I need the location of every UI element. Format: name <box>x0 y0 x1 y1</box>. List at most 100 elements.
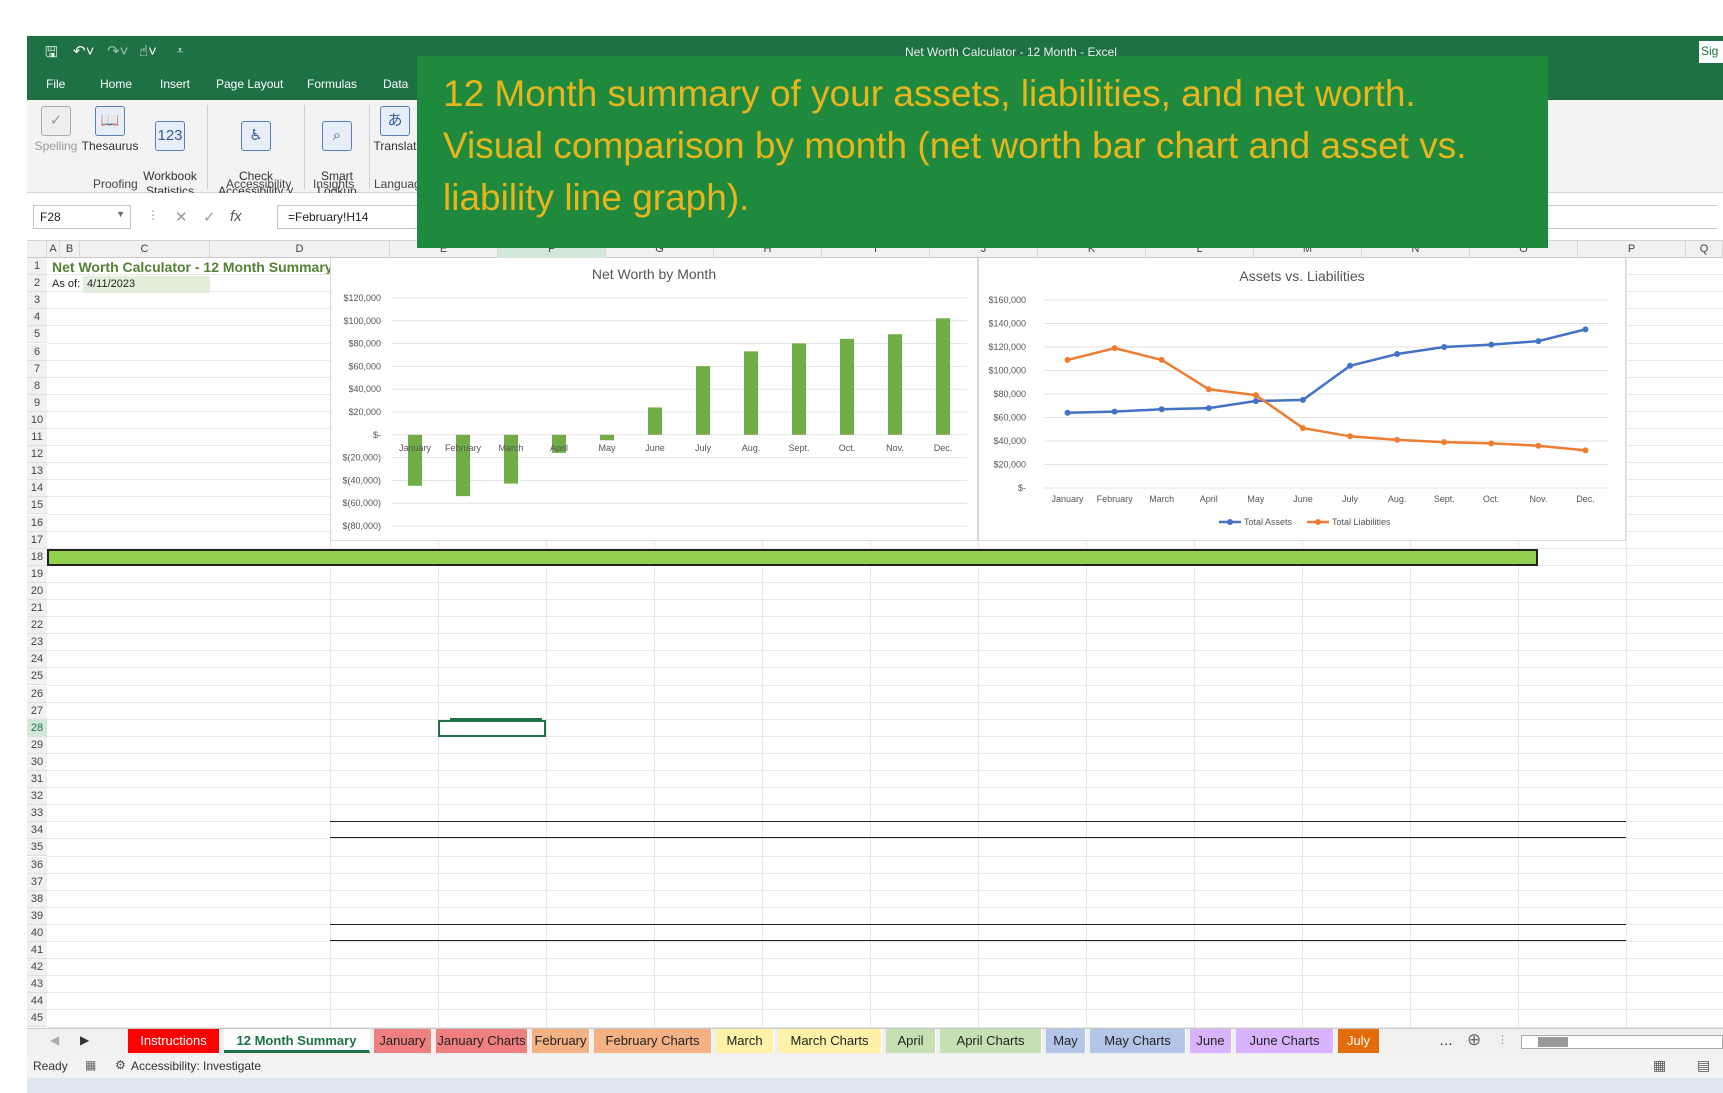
column-header[interactable]: P <box>1578 241 1686 258</box>
column-header[interactable]: E <box>390 241 498 258</box>
sheet-tab[interactable]: Instructions <box>128 1029 220 1053</box>
row-header[interactable]: 13 <box>27 463 47 481</box>
sheet-tab[interactable]: July <box>1338 1029 1380 1053</box>
row-header[interactable]: 23 <box>27 634 47 652</box>
row-header[interactable]: 15 <box>27 497 47 515</box>
scrollbar-thumb[interactable] <box>1538 1037 1568 1047</box>
row-header[interactable]: 34 <box>27 822 47 840</box>
column-header[interactable]: G <box>606 241 714 258</box>
row-header[interactable]: 36 <box>27 856 47 874</box>
insert-function-icon[interactable]: fx <box>230 208 242 225</box>
row-header[interactable]: 10 <box>27 411 47 429</box>
sheet-tab[interactable]: April Charts <box>940 1029 1042 1053</box>
column-header[interactable]: J <box>930 241 1038 258</box>
scroll-tabs-right-icon[interactable]: ▶ <box>80 1033 90 1047</box>
row-header[interactable]: 45 <box>27 1010 47 1028</box>
row-header[interactable]: 6 <box>27 343 47 361</box>
sheet-tab[interactable]: May Charts <box>1090 1029 1186 1053</box>
row-header[interactable]: 26 <box>27 685 47 703</box>
column-header[interactable]: I <box>822 241 930 258</box>
row-header[interactable]: 18 <box>27 548 47 566</box>
tab-home[interactable]: Home <box>100 77 133 91</box>
touch-mode-icon[interactable]: ☝˅ <box>139 43 157 60</box>
sheet-tab[interactable]: March <box>716 1029 774 1053</box>
row-header[interactable]: 20 <box>27 582 47 600</box>
column-header[interactable]: K <box>1038 241 1146 258</box>
enter-icon[interactable]: ✓ <box>203 209 216 226</box>
cancel-icon[interactable]: ✕ <box>175 209 188 226</box>
column-header[interactable]: M <box>1254 241 1362 258</box>
tab-splitter-icon[interactable]: ⋮ <box>1497 1034 1508 1046</box>
row-header[interactable]: 24 <box>27 651 47 669</box>
column-header[interactable]: B <box>60 241 80 258</box>
sheet-tab[interactable]: February <box>532 1029 590 1053</box>
select-all-corner[interactable] <box>27 241 47 258</box>
add-sheet-icon[interactable]: ⊕ <box>1467 1030 1482 1049</box>
redo-icon[interactable]: ↷˅ <box>107 43 129 60</box>
row-header[interactable]: 41 <box>27 942 47 960</box>
thesaurus-button[interactable]: 📖 Thesaurus <box>81 106 139 154</box>
spelling-button[interactable]: ✓ Spelling <box>33 106 79 154</box>
row-header[interactable]: 35 <box>27 839 47 857</box>
row-header[interactable]: 21 <box>27 600 47 618</box>
column-header[interactable]: C <box>80 241 210 258</box>
column-header[interactable]: Q <box>1686 241 1723 258</box>
sheet-tab[interactable]: 12 Month Summary <box>224 1029 370 1053</box>
row-header[interactable]: 4 <box>27 309 47 327</box>
save-icon[interactable]: 🖫 <box>45 44 58 61</box>
more-sheets-icon[interactable]: … <box>1439 1032 1453 1048</box>
row-header[interactable]: 32 <box>27 788 47 806</box>
selected-cell[interactable] <box>438 719 546 737</box>
row-header[interactable]: 43 <box>27 976 47 994</box>
net-worth-chart[interactable]: Net Worth by Month $120,000 $100,000 $80,00… <box>330 258 978 541</box>
row-header[interactable]: 14 <box>27 480 47 498</box>
macro-record-icon[interactable]: ▦ <box>85 1058 97 1072</box>
sheet-tab[interactable]: May <box>1046 1029 1086 1053</box>
column-header[interactable]: N <box>1362 241 1470 258</box>
horizontal-scrollbar[interactable] <box>1521 1035 1723 1049</box>
row-header[interactable]: 17 <box>27 531 47 549</box>
scroll-tabs-left-icon[interactable]: ◀ <box>50 1033 60 1047</box>
tab-data[interactable]: Data <box>383 77 409 91</box>
row-header[interactable]: 40 <box>27 924 47 942</box>
column-header[interactable]: D <box>210 241 390 258</box>
row-header[interactable]: 38 <box>27 890 47 908</box>
tab-page-layout[interactable]: Page Layout <box>216 77 284 91</box>
sheet-tab[interactable]: January <box>374 1029 432 1053</box>
row-header[interactable]: 12 <box>27 446 47 464</box>
customize-toolbar-icon[interactable]: ⩡ <box>177 45 184 57</box>
worksheet-grid[interactable]: Net Worth Calculator - 12 Month Summary … <box>27 258 1723 1028</box>
tab-formulas[interactable]: Formulas <box>307 77 358 91</box>
chevron-down-icon[interactable]: ▼ <box>116 209 125 219</box>
row-header[interactable]: 44 <box>27 993 47 1011</box>
row-header[interactable]: 31 <box>27 771 47 789</box>
column-header[interactable]: L <box>1146 241 1254 258</box>
row-header[interactable]: 2 <box>27 275 47 293</box>
row-header[interactable]: 7 <box>27 360 47 378</box>
column-header[interactable]: O <box>1470 241 1578 258</box>
row-header[interactable]: 37 <box>27 873 47 891</box>
sheet-tab[interactable]: February Charts <box>594 1029 712 1053</box>
tab-file[interactable]: File <box>46 77 66 91</box>
column-header[interactable]: A <box>47 241 60 258</box>
row-header[interactable]: 29 <box>27 736 47 754</box>
accessibility-status[interactable]: Accessibility: Investigate <box>131 1059 262 1073</box>
row-header[interactable]: 33 <box>27 805 47 823</box>
row-header[interactable]: 11 <box>27 429 47 447</box>
as-of-date[interactable]: 4/11/2023 <box>83 276 210 293</box>
row-header[interactable]: 27 <box>27 702 47 720</box>
row-header[interactable]: 9 <box>27 394 47 412</box>
row-header[interactable]: 25 <box>27 668 47 686</box>
row-header[interactable]: 30 <box>27 753 47 771</box>
row-header[interactable]: 39 <box>27 907 47 925</box>
normal-view-icon[interactable]: ▦ <box>1653 1057 1667 1073</box>
tab-insert[interactable]: Insert <box>160 77 191 91</box>
row-header[interactable]: 42 <box>27 959 47 977</box>
sign-in-button[interactable]: Sig <box>1699 41 1723 63</box>
sheet-tab[interactable]: June Charts <box>1236 1029 1334 1053</box>
row-header[interactable]: 16 <box>27 514 47 532</box>
row-header[interactable]: 1 <box>27 258 47 276</box>
row-header[interactable]: 5 <box>27 326 47 344</box>
sheet-tab[interactable]: January Charts <box>436 1029 528 1053</box>
assets-liabilities-chart[interactable]: Assets vs. Liabilities $160,000 $140,000 $1… <box>978 258 1626 541</box>
